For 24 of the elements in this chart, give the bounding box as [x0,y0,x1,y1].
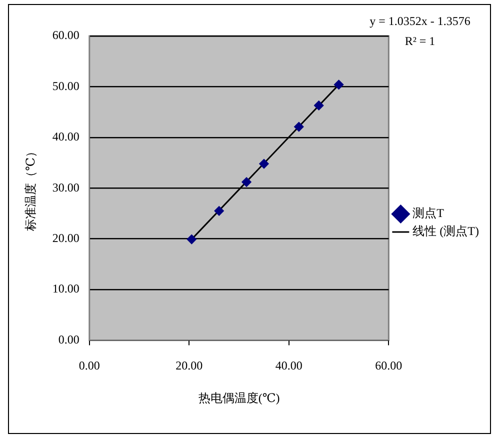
y-tick-label: 20.00 [52,230,80,245]
point [314,100,324,110]
x-tick-label: 40.00 [275,358,302,373]
x-axis-title: 热电偶温度(℃) [198,390,280,405]
y-tick-label: 0.00 [58,332,80,346]
legend-label: 测点T [412,206,445,220]
point [186,234,196,244]
y-tick-label: 60.00 [52,28,80,42]
x-tick-label: 60.00 [375,358,402,373]
y-tick-label: 30.00 [52,180,80,194]
text: y = 1.0352x - 1.3576 [370,14,470,28]
point [242,177,252,187]
point [334,80,344,90]
x-tick-label: 0.00 [78,358,100,373]
y-tick-label: 10.00 [52,282,80,296]
legend-label: 线性 (测点T) [412,224,480,238]
point [214,206,224,216]
y-axis-title: 标准温度（℃） [23,145,38,232]
point [294,122,304,132]
y-tick-label: 50.00 [52,78,80,93]
text: R² = 1 [404,34,436,48]
point [259,159,269,169]
x-tick-label: 20.00 [176,358,203,373]
y-tick-label: 40.00 [52,130,80,144]
